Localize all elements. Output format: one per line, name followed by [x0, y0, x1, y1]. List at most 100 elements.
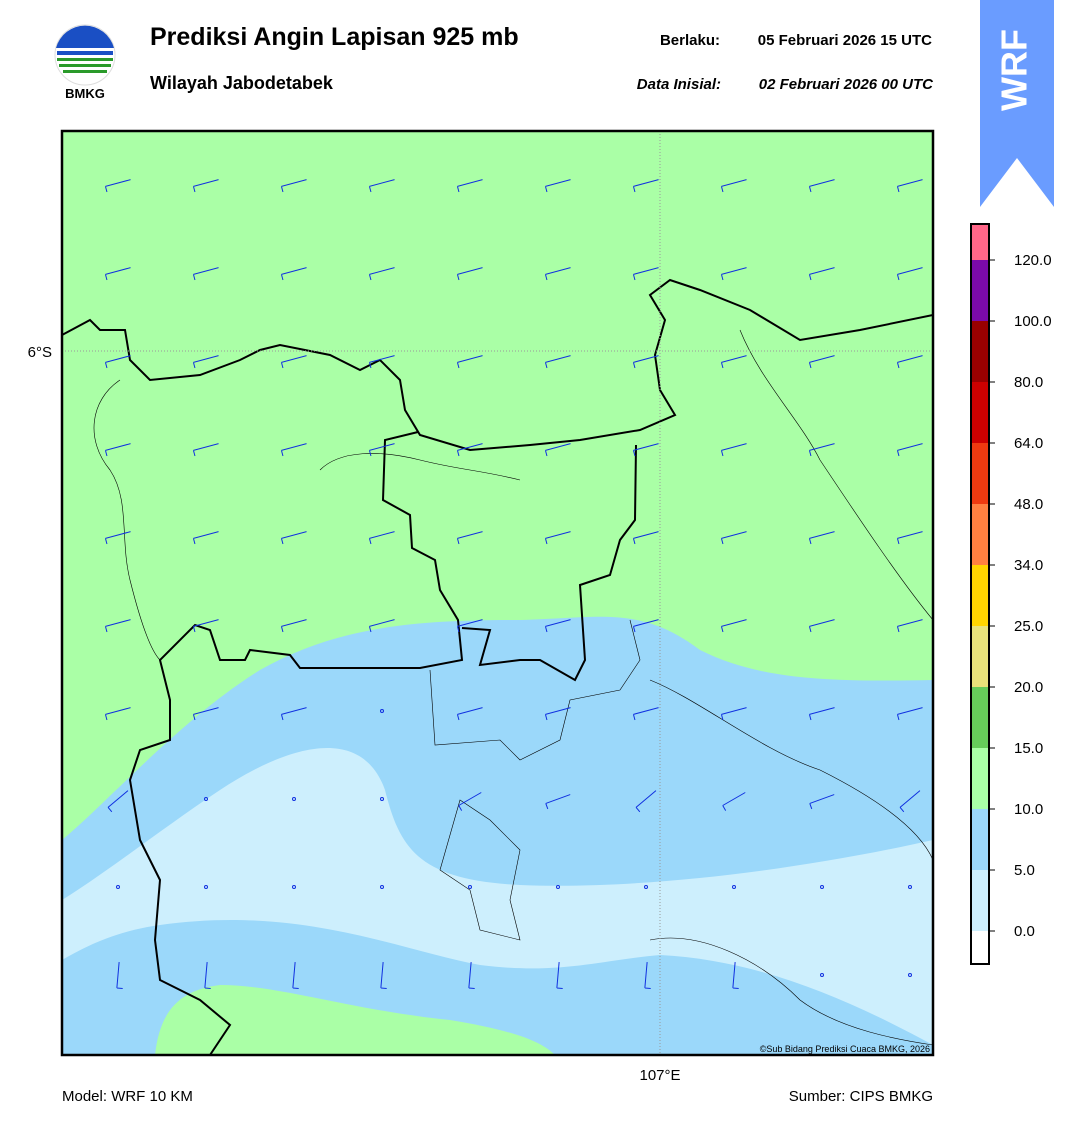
wind-barb	[192, 179, 219, 193]
init-label: Data Inisial:	[637, 76, 721, 93]
wind-barb	[720, 355, 747, 369]
wind-barb	[545, 794, 571, 810]
wind-barb	[280, 179, 307, 193]
wind-barb	[632, 355, 659, 369]
wind-barb	[720, 267, 747, 281]
wind-barb	[368, 267, 395, 281]
wind-barb	[544, 619, 571, 633]
colorbar-label: 5.0	[1014, 862, 1035, 879]
colorbar-label: 100.0	[1014, 313, 1052, 330]
source: Sumber: CIPS BMKG	[789, 1088, 933, 1105]
wind-barb	[280, 707, 307, 721]
wind-barb	[192, 531, 219, 545]
colorbar-segment	[971, 931, 989, 964]
calm-marker	[380, 709, 384, 713]
calm-marker	[908, 885, 912, 889]
colorbar-segment	[971, 382, 989, 443]
wind-barb	[720, 443, 747, 457]
wind-barb	[192, 619, 219, 633]
colorbar-segment	[971, 224, 989, 260]
wind-barb	[544, 179, 571, 193]
colorbar-label: 10.0	[1014, 801, 1043, 818]
calm-marker	[468, 885, 472, 889]
wind-barb	[380, 962, 387, 989]
valid-label: Berlaku:	[660, 32, 720, 49]
wind-barb	[720, 531, 747, 545]
wind-barb	[192, 707, 219, 721]
wind-barb	[644, 962, 651, 989]
wind-barb	[456, 355, 483, 369]
wind-barb	[808, 267, 835, 281]
calm-marker	[820, 885, 824, 889]
valid-time: 05 Februari 2026 15 UTC	[758, 32, 932, 49]
calm-marker	[292, 885, 296, 889]
colorbar-segment	[971, 443, 989, 504]
wind-barb	[896, 443, 923, 457]
calm-marker	[732, 885, 736, 889]
wind-barb	[544, 443, 571, 457]
calm-marker	[820, 973, 824, 977]
colorbar-label: 15.0	[1014, 740, 1043, 757]
colorbar-segment	[971, 504, 989, 565]
wind-barb	[456, 707, 483, 721]
colorbar-label: 0.0	[1014, 923, 1035, 940]
wind-barb	[468, 962, 475, 989]
wind-barb	[456, 267, 483, 281]
wind-barb	[896, 267, 923, 281]
badge-text: WRF	[994, 29, 1035, 111]
calm-marker	[380, 885, 384, 889]
wind-barb	[732, 962, 739, 989]
wind-barb	[896, 531, 923, 545]
wind-barb	[458, 792, 482, 811]
colorbar-segment	[971, 687, 989, 748]
init-time: 02 Februari 2026 00 UTC	[759, 76, 934, 93]
calm-marker	[380, 797, 384, 801]
wind-barb	[116, 962, 123, 989]
wind-barb	[720, 707, 747, 721]
wind-barb	[104, 707, 131, 721]
wind-barb	[280, 619, 307, 633]
lat-label: 6°S	[28, 344, 52, 361]
wind-barb	[104, 531, 131, 545]
wind-barb	[368, 443, 395, 457]
wind-barb	[456, 179, 483, 193]
wind-barb	[632, 707, 659, 721]
wind-barb	[456, 619, 483, 633]
wind-barb	[809, 794, 835, 810]
wind-barb	[632, 619, 659, 633]
wind-barb	[722, 792, 746, 811]
calm-marker	[204, 797, 208, 801]
lon-label: 107°E	[639, 1067, 680, 1084]
wind-barb	[456, 531, 483, 545]
wind-barb	[104, 619, 131, 633]
calm-marker	[556, 885, 560, 889]
calm-marker	[644, 885, 648, 889]
wind-barb	[192, 355, 219, 369]
title: Prediksi Angin Lapisan 925 mb	[150, 23, 519, 51]
wind-barb	[292, 962, 299, 989]
wind-barb	[280, 531, 307, 545]
colorbar-label: 20.0	[1014, 679, 1043, 696]
calm-marker	[204, 885, 208, 889]
wind-barb	[368, 355, 395, 369]
colorbar-segment	[971, 626, 989, 687]
colorbar-segment	[971, 565, 989, 626]
wind-barb	[632, 179, 659, 193]
wind-barb	[808, 707, 835, 721]
calm-marker	[292, 797, 296, 801]
wind-barb	[896, 179, 923, 193]
colorbar-segment	[971, 260, 989, 321]
wind-barb	[280, 355, 307, 369]
wind-barb	[456, 443, 483, 457]
model: Model: WRF 10 KM	[62, 1088, 193, 1105]
wind-barb	[280, 443, 307, 457]
calm-marker	[116, 885, 120, 889]
wind-barb	[896, 355, 923, 369]
map	[62, 131, 933, 1055]
wind-barb	[632, 443, 659, 457]
wind-barb	[104, 179, 131, 193]
wind-barb	[544, 707, 571, 721]
wind-barb	[204, 962, 211, 989]
colorbar-label: 25.0	[1014, 618, 1043, 635]
wind-barb	[635, 790, 657, 813]
